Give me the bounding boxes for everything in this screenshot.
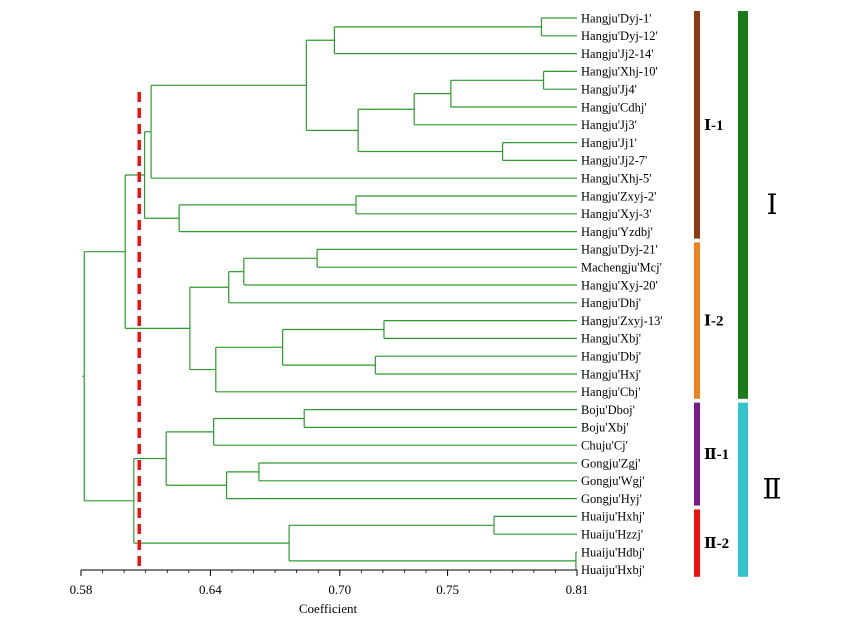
x-axis-tick-label: 0.58 bbox=[70, 582, 93, 597]
leaf-label: Hangju'Zxyj-13' bbox=[581, 314, 663, 328]
leaf-label: Gongju'Zgj' bbox=[581, 456, 640, 470]
leaf-label: Hangju'Xbj' bbox=[581, 332, 641, 346]
subgroup-label: Ⅱ-2 bbox=[704, 536, 729, 552]
leaf-label: Boju'Dboj' bbox=[581, 403, 635, 417]
group-bar bbox=[738, 402, 748, 577]
x-axis-tick-label: 0.81 bbox=[566, 582, 589, 597]
dendrogram-tree bbox=[82, 17, 577, 571]
leaf-label: Huaiju'Hxhj' bbox=[581, 510, 645, 524]
x-axis-tick-label: 0.64 bbox=[199, 582, 222, 597]
leaf-label: Hangju'Jj4' bbox=[581, 83, 637, 97]
leaf-label: Hangju'Xhj-5' bbox=[581, 172, 651, 186]
leaf-label: Hangju'Dyj-12' bbox=[581, 29, 658, 43]
leaf-label: Chuju'Cj' bbox=[581, 439, 628, 453]
leaf-label: Hangju'Jj2-7' bbox=[581, 154, 647, 168]
x-axis-tick-label: 0.75 bbox=[436, 582, 459, 597]
leaf-label: Boju'Xbj' bbox=[581, 421, 629, 435]
subgroup-bar bbox=[694, 509, 700, 577]
cluster-bars: Ⅰ-1 Ⅰ-2 Ⅱ-1 Ⅱ-2 Ⅰ Ⅱ bbox=[694, 11, 782, 577]
leaf-label: Hangju'Zxyj-2' bbox=[581, 189, 656, 203]
leaf-labels: Hangju'Dyj-1' Hangju'Dyj-12' Hangju'Jj2-14… bbox=[581, 11, 663, 577]
leaf-label: Huaiju'Hxbj' bbox=[581, 563, 645, 577]
subgroup-bar bbox=[694, 242, 700, 399]
x-axis-tick-label: 0.70 bbox=[328, 582, 351, 597]
x-axis: Coefficient 0.58 0.64 0.70 0.75 0.81 bbox=[70, 569, 589, 616]
leaf-label: Hangju'Cbj' bbox=[581, 385, 640, 399]
group-label: Ⅱ bbox=[762, 475, 781, 506]
subgroup-label: Ⅰ-1 bbox=[704, 118, 724, 134]
leaf-label: Hangju'Jj1' bbox=[581, 136, 637, 150]
group-bar bbox=[738, 11, 748, 399]
leaf-label: Hangju'Dyj-1' bbox=[581, 11, 651, 25]
leaf-label: Machengju'Mcj' bbox=[581, 261, 662, 275]
leaf-label: Huaiju'Hzzj' bbox=[581, 528, 643, 542]
subgroup-bar bbox=[694, 11, 700, 239]
leaf-label: Hangju'Xyj-20' bbox=[581, 278, 658, 292]
subgroup-label: Ⅰ-2 bbox=[704, 314, 724, 330]
group-label: Ⅰ bbox=[766, 190, 777, 221]
leaf-label: Hangju'Dbj' bbox=[581, 350, 641, 364]
leaf-label: Hangju'Jj2-14' bbox=[581, 47, 654, 61]
leaf-label: Hangju'Hxj' bbox=[581, 367, 641, 381]
leaf-label: Hangju'Xhj-10' bbox=[581, 65, 658, 79]
leaf-label: Hangju'Dyj-21' bbox=[581, 243, 658, 257]
leaf-label: Hangju'Xyj-3' bbox=[581, 207, 651, 221]
leaf-label: Hangju'Jj3' bbox=[581, 118, 637, 132]
leaf-label: Gongju'Wgj' bbox=[581, 474, 645, 488]
subgroup-label: Ⅱ-1 bbox=[704, 447, 729, 463]
leaf-label: Gongju'Hyj' bbox=[581, 492, 642, 506]
x-axis-title: Coefficient bbox=[299, 601, 358, 616]
leaf-label: Hangju'Dhj' bbox=[581, 296, 641, 310]
leaf-label: Huaiju'Hdbj' bbox=[581, 545, 645, 559]
subgroup-bar bbox=[694, 402, 700, 506]
leaf-label: Hangju'Cdhj' bbox=[581, 100, 647, 114]
leaf-label: Hangju'Yzdbj' bbox=[581, 225, 653, 239]
